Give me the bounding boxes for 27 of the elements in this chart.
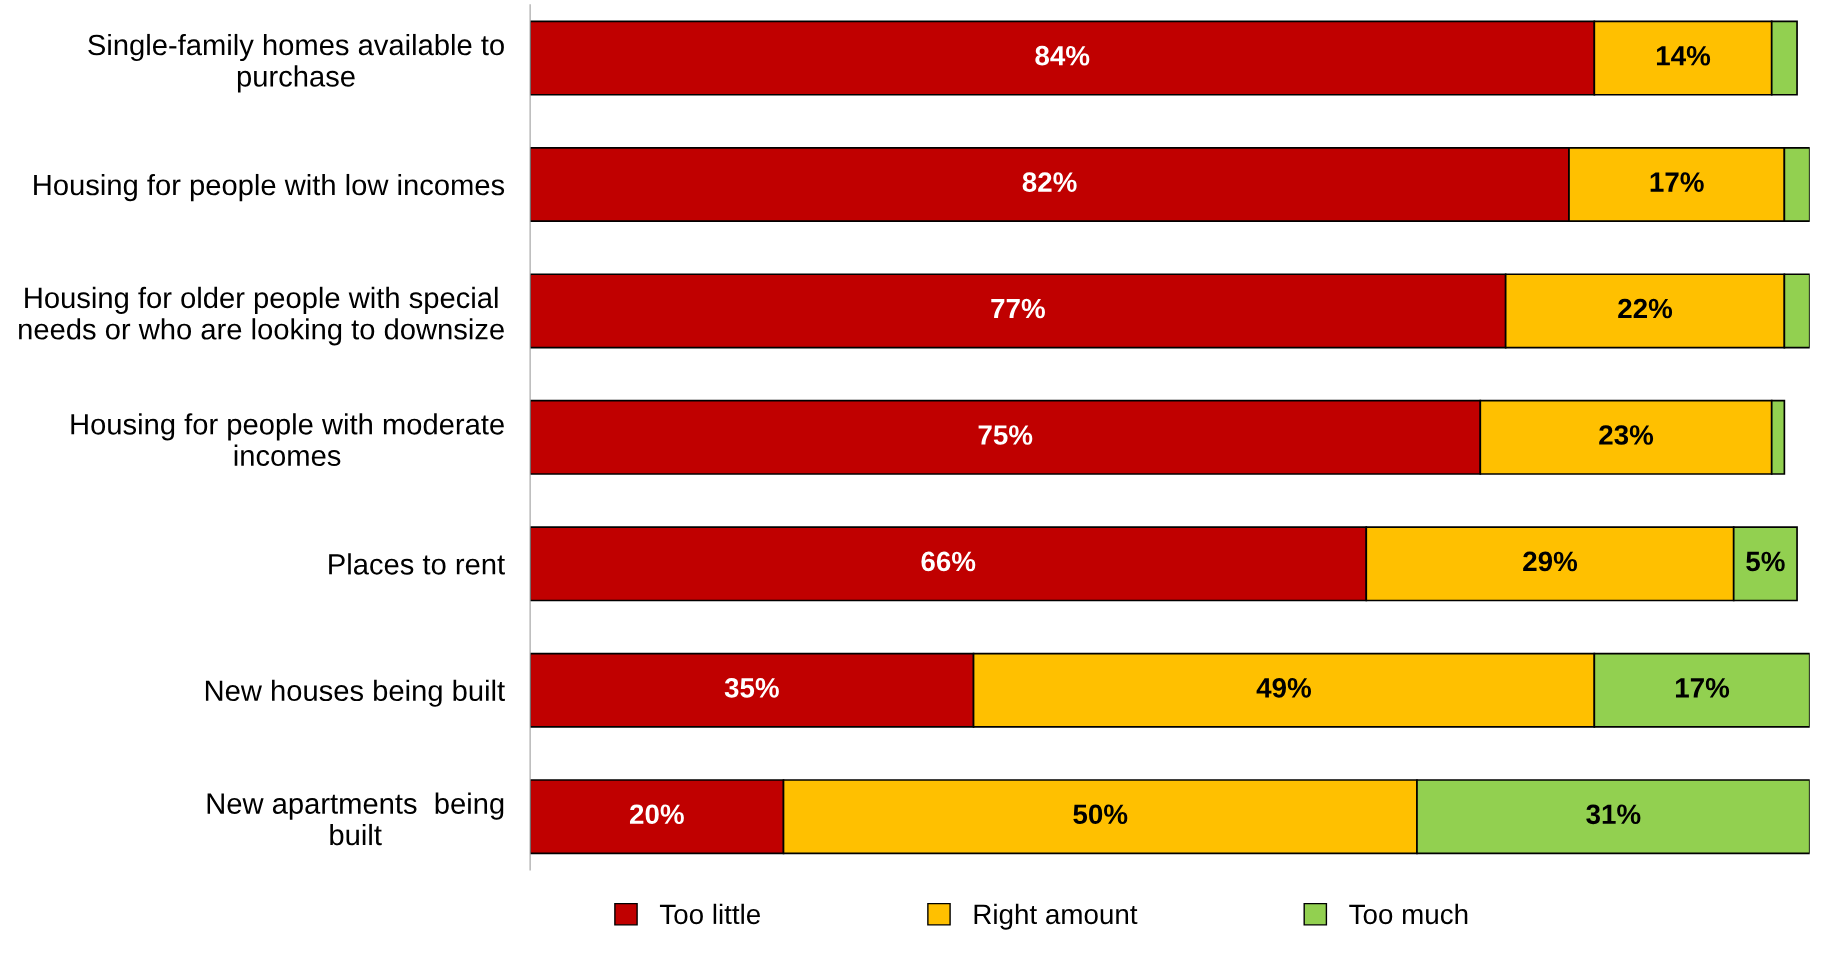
data-label: 23% xyxy=(1599,425,1654,445)
y-tick-label: New houses being built xyxy=(205,679,505,707)
legend-label: Too much xyxy=(1349,903,1468,925)
data-label: 77% xyxy=(991,298,1045,319)
data-label: 75% xyxy=(978,425,1033,445)
data-label: 82% xyxy=(1022,172,1077,192)
y-tick-label: Housing for people with moderate incomes xyxy=(71,413,504,467)
data-label: 17% xyxy=(1650,172,1704,192)
y-tick-label: Places to rent xyxy=(329,553,505,575)
data-label: 20% xyxy=(629,804,684,825)
data-label: 29% xyxy=(1523,551,1578,572)
data-label: 14% xyxy=(1656,45,1711,66)
data-label: 17% xyxy=(1675,678,1730,698)
legend-label: Too little xyxy=(659,903,760,925)
y-tick-label: Single-family homes available to purchase xyxy=(88,33,504,93)
y-tick-label: Housing for people with low incomes xyxy=(34,173,505,202)
legend-label: Right amount xyxy=(974,903,1138,930)
data-label: 50% xyxy=(1073,804,1128,825)
data-label: 66% xyxy=(921,551,976,572)
y-tick-label: Housing for older people with special needs or who are looking to downsize xyxy=(19,286,504,346)
data-label: 49% xyxy=(1256,678,1312,698)
data-label: 22% xyxy=(1618,298,1673,319)
data-label: 31% xyxy=(1586,804,1641,825)
data-label: 5% xyxy=(1746,551,1785,572)
data-label: 84% xyxy=(1035,45,1090,66)
y-tick-label: New apartments being built xyxy=(207,792,504,846)
data-label: 35% xyxy=(724,678,779,698)
